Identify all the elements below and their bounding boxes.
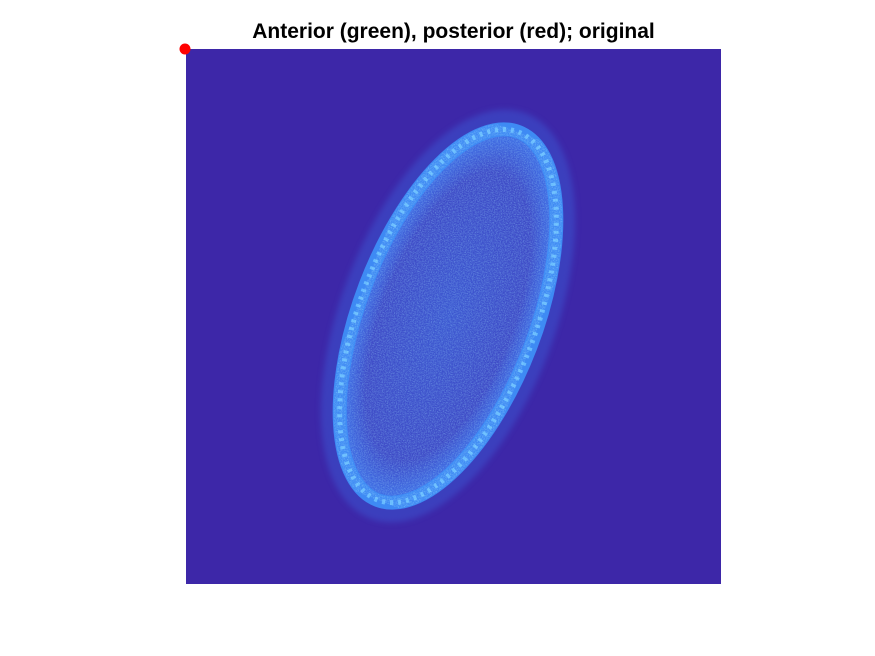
embryo-interior-grain [345, 136, 551, 496]
posterior-marker [179, 43, 191, 55]
embryo-ellipse [320, 109, 576, 523]
embryo-membrane-grain [333, 123, 563, 509]
figure-title: Anterior (green), posterior (red); origi… [252, 20, 655, 43]
embryo-halo [320, 109, 576, 523]
microscopy-image [186, 49, 721, 584]
